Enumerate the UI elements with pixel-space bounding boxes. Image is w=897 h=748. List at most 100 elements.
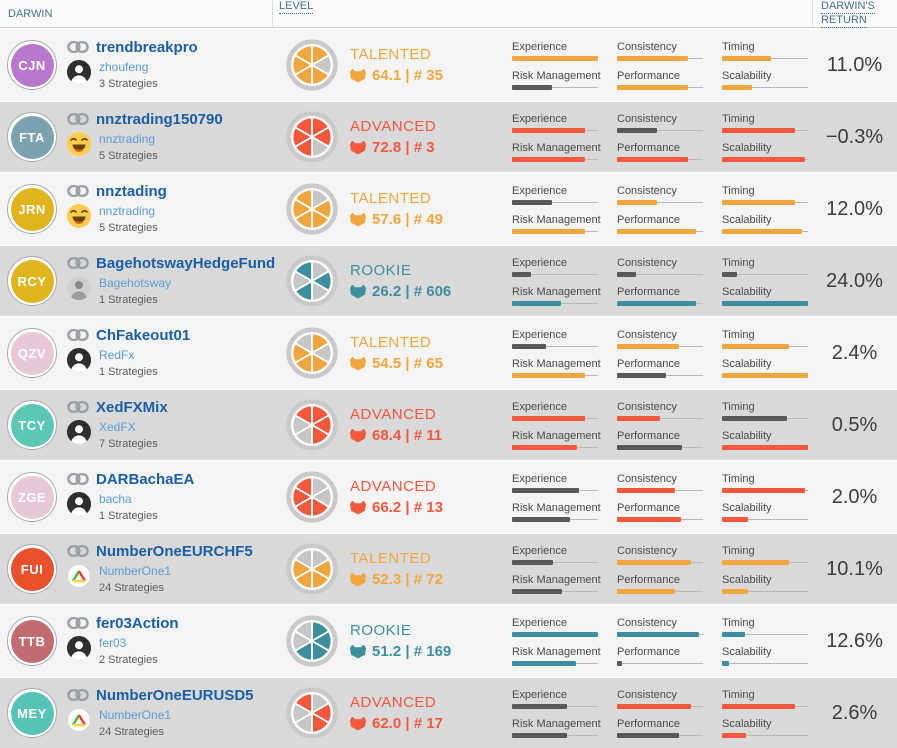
table-row[interactable]: CJN trendbreakpro zhoufeng 3 Strategies (0, 28, 897, 100)
darwin-ticker-badge[interactable]: TCY (7, 400, 57, 450)
link-icon[interactable] (67, 688, 89, 702)
darwin-name-link[interactable]: nnztading (96, 182, 167, 200)
table-row[interactable]: RCY BagehotswayHedgeFund Bagehotsway 1 S… (0, 244, 897, 316)
attribute-bar-fill (617, 660, 623, 666)
darwin-name-link[interactable]: XedFXMix (96, 398, 168, 416)
owner-avatar[interactable] (67, 203, 91, 228)
owner-link[interactable]: nnztrading (99, 131, 156, 146)
table-row[interactable]: FTA nnztrading150790 nnztrading 5 Strate… (0, 100, 897, 172)
table-row[interactable]: TCY XedFXMix XedFX 7 Strategies A (0, 388, 897, 460)
darwin-ticker-badge[interactable]: FTA (7, 112, 57, 162)
strategies-count: 1 Strategies (99, 365, 158, 378)
table-row[interactable]: ZGE DARBachaEA bacha 1 Strategies (0, 460, 897, 532)
darwin-ticker-badge[interactable]: MEY (7, 688, 57, 738)
link-icon[interactable] (67, 328, 89, 342)
owner-link[interactable]: NumberOne1 (99, 563, 172, 578)
darwin-name-link[interactable]: trendbreakpro (96, 38, 198, 56)
darwin-cell: TTB fer03Action fer03 2 Strategies (0, 606, 272, 676)
table-row[interactable]: MEY NumberOneEURUSD5 NumberOne1 24 Strat… (0, 676, 897, 748)
owner-link[interactable]: RedFx (99, 347, 135, 362)
attribute-consistency: Consistency (617, 473, 703, 493)
owner-link[interactable]: Bagehotsway (99, 275, 172, 290)
attribute-bar-fill (722, 343, 790, 349)
darwin-name-link[interactable]: DARBachaEA (96, 470, 195, 488)
attribute-bar (617, 660, 703, 666)
link-icon[interactable] (67, 472, 89, 486)
owner-link[interactable]: fer03 (99, 635, 127, 650)
attribute-label: Experience (512, 544, 568, 557)
table-row[interactable]: TTB fer03Action fer03 2 Strategies (0, 604, 897, 676)
darwin-cell: FUI NumberOneEURCHF5 NumberOne1 24 Strat… (0, 534, 272, 604)
darwin-ticker-badge[interactable]: ZGE (7, 472, 57, 522)
attribute-bar (722, 55, 808, 61)
link-icon[interactable] (67, 544, 89, 558)
owner-avatar[interactable] (67, 347, 91, 372)
owner-avatar[interactable] (67, 59, 91, 84)
table-row[interactable]: FUI NumberOneEURCHF5 NumberOne1 24 Strat… (0, 532, 897, 604)
darwin-ticker-badge[interactable]: FUI (7, 544, 57, 594)
owner-avatar[interactable] (67, 275, 91, 300)
owner-avatar[interactable] (67, 131, 91, 156)
level-score-value: 62.0 | # 17 (372, 715, 443, 732)
link-icon[interactable] (67, 184, 89, 198)
darwin-name-link[interactable]: fer03Action (96, 614, 179, 632)
owner-avatar[interactable] (67, 491, 91, 516)
owner-avatar[interactable] (67, 419, 91, 444)
attribute-scalability: Scalability (722, 646, 808, 666)
attribute-bar-fill (512, 300, 562, 306)
darwin-ticker-badge[interactable]: CJN (7, 40, 57, 90)
owner-avatar[interactable] (67, 563, 91, 588)
attribute-bar-fill (722, 228, 802, 234)
link-icon[interactable] (67, 112, 89, 126)
table-row[interactable]: QZV ChFakeout01 RedFx 1 Strategies (0, 316, 897, 388)
level-header-label[interactable]: LEVEL (279, 0, 314, 14)
link-icon[interactable] (67, 400, 89, 414)
darwin-ticker-badge[interactable]: QZV (7, 328, 57, 378)
level-name: ADVANCED (350, 694, 437, 711)
darwin-ticker-badge[interactable]: RCY (7, 256, 57, 306)
owner-link[interactable]: nnztrading (99, 203, 156, 218)
column-header-return[interactable]: DARWIN'S RETURN (812, 0, 897, 28)
attribute-bar-fill (512, 372, 586, 378)
attribute-label: Consistency (617, 544, 677, 557)
level-name: ROOKIE (350, 262, 412, 279)
attribute-timing: Timing (722, 185, 808, 205)
owner-link[interactable]: NumberOne1 (99, 707, 172, 722)
level-name: ADVANCED (350, 406, 437, 423)
attribute-consistency: Consistency (617, 617, 703, 637)
strategies-count: 3 Strategies (99, 77, 158, 90)
link-icon[interactable] (67, 40, 89, 54)
owner-link[interactable]: zhoufeng (99, 59, 149, 74)
owner-link[interactable]: XedFX (99, 419, 136, 434)
darwin-mascot-icon (350, 572, 366, 587)
attribute-bar-fill (722, 588, 748, 594)
return-header-line1[interactable]: DARWIN'S (821, 0, 875, 14)
level-name: TALENTED (350, 334, 432, 351)
attribute-bar-fill (617, 228, 697, 234)
attribute-consistency: Consistency (617, 689, 703, 709)
attribute-bar (512, 415, 598, 421)
attribute-bar (512, 631, 598, 637)
attribute-label: Experience (512, 40, 568, 53)
darwin-ticker-badge[interactable]: JRN (7, 184, 57, 234)
attribute-bar (512, 444, 598, 450)
table-row[interactable]: JRN nnztading nnztrading 5 Strategies (0, 172, 897, 244)
return-header-line2[interactable]: RETURN (821, 13, 867, 28)
attribute-label: Timing (722, 616, 755, 629)
darwin-name-link[interactable]: nnztrading150790 (96, 110, 223, 128)
attribute-bar-fill (512, 559, 554, 565)
column-header-level[interactable]: LEVEL (272, 0, 500, 27)
owner-avatar[interactable] (67, 635, 91, 660)
darwin-name-link[interactable]: ChFakeout01 (96, 326, 191, 344)
owner-link[interactable]: bacha (99, 491, 132, 506)
darwin-ticker-badge[interactable]: TTB (7, 616, 57, 666)
attribute-bar-fill (722, 271, 737, 277)
level-cell: TALENTED 57.6 | # 49 (272, 174, 500, 244)
attribute-risk-management: Risk Management (512, 214, 601, 234)
darwin-name-link[interactable]: NumberOneEURCHF5 (96, 542, 253, 560)
link-icon[interactable] (67, 616, 89, 630)
link-icon[interactable] (67, 256, 89, 270)
owner-avatar[interactable] (67, 707, 91, 732)
darwin-name-link[interactable]: BagehotswayHedgeFund (96, 254, 276, 272)
darwin-name-link[interactable]: NumberOneEURUSD5 (96, 686, 254, 704)
